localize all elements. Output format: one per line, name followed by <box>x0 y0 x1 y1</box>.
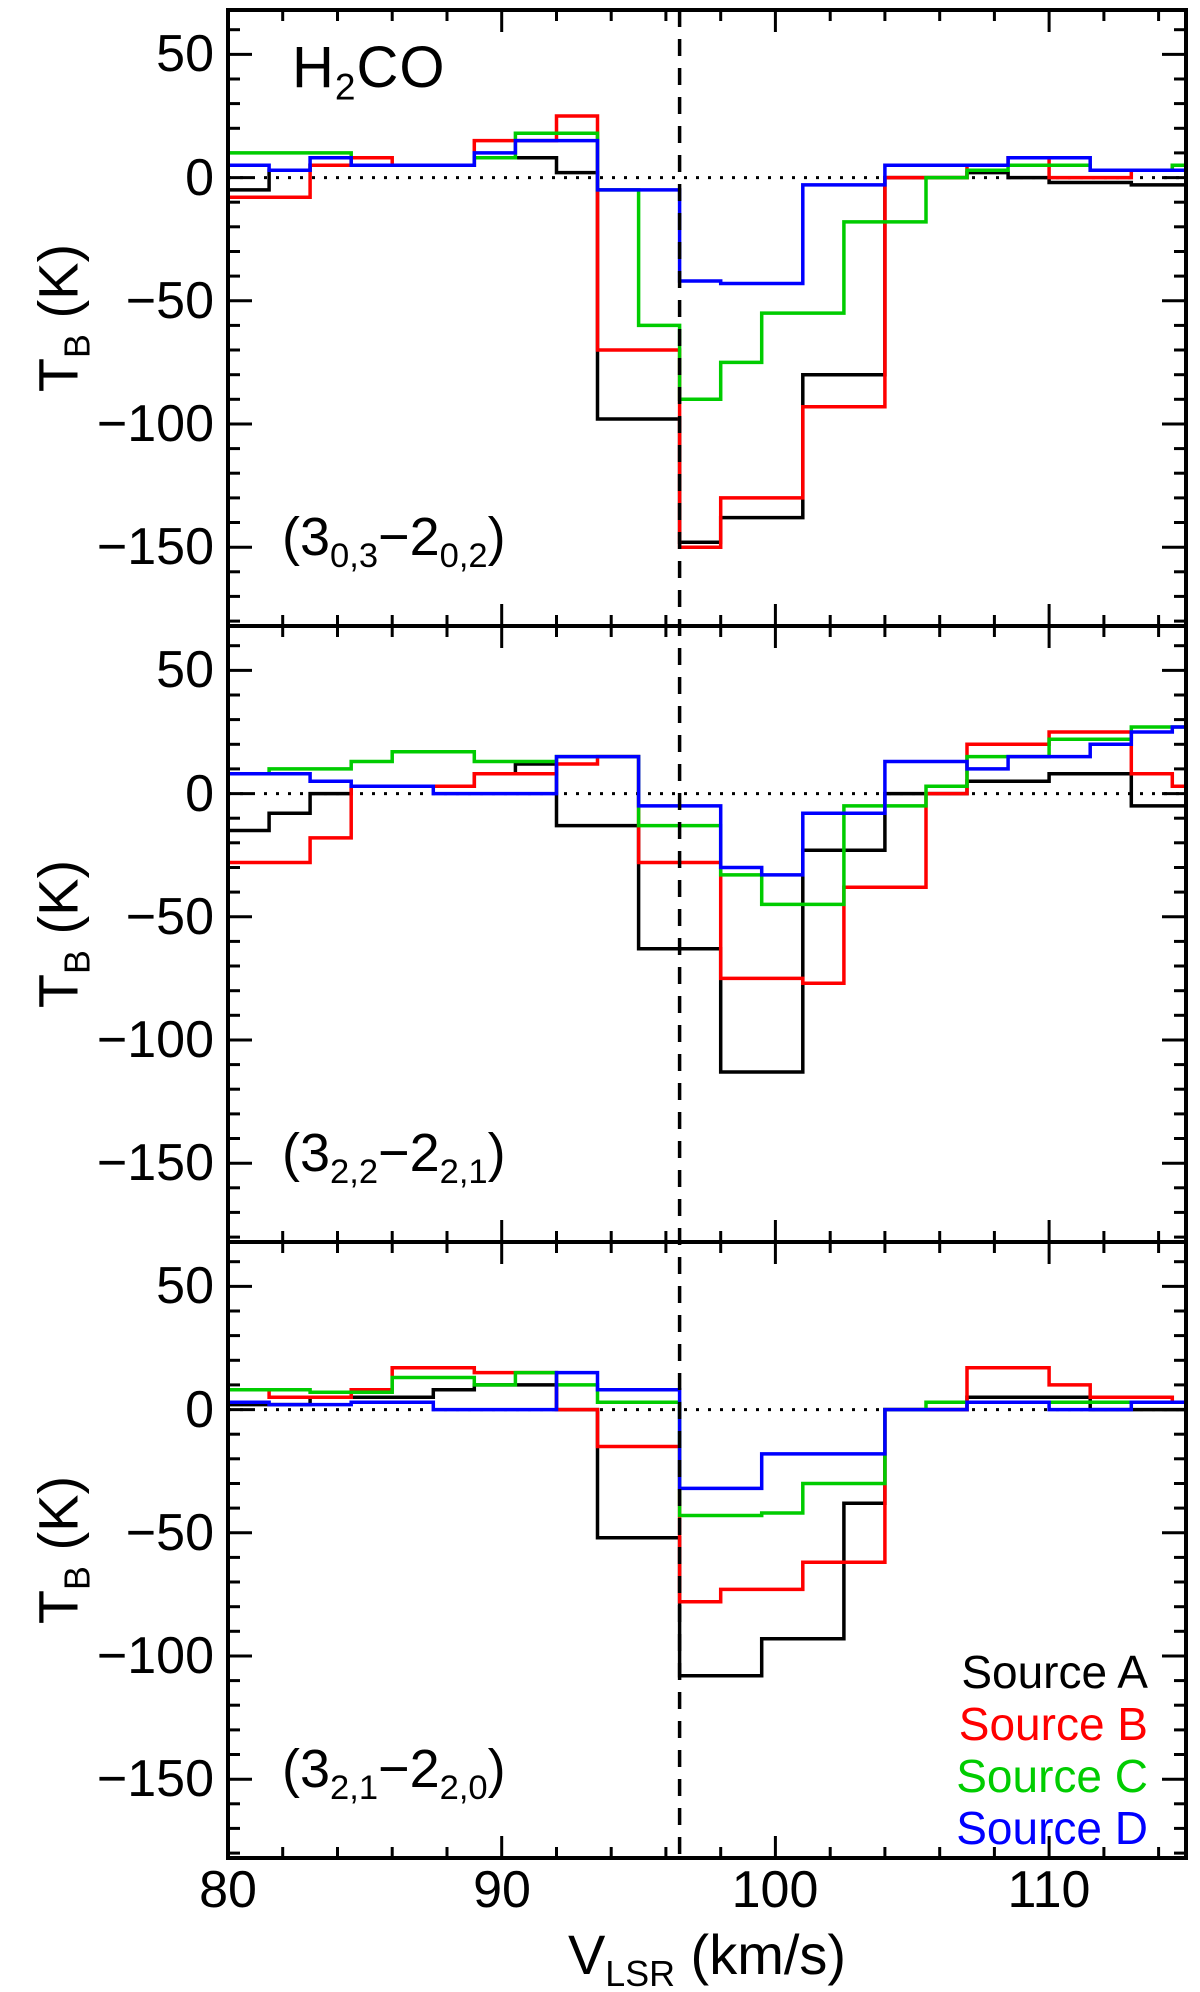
spectrum-source-a-panel-3 <box>228 1383 1186 1678</box>
y-title-sub: B <box>57 1566 98 1590</box>
spectrum-source-d-panel-3 <box>228 1370 1186 1491</box>
y-title-pre: T <box>26 1589 90 1625</box>
transition-text: (3 <box>282 507 331 567</box>
y-title-sub: B <box>57 950 98 974</box>
transition-sub: 0,3 <box>330 536 379 575</box>
x-tick-label: 110 <box>1007 1861 1091 1919</box>
y-tick-label: −50 <box>125 1504 214 1562</box>
x-tick-label: 100 <box>731 1861 819 1919</box>
molecule-title-post: CO <box>356 35 446 100</box>
transition-text: ) <box>487 1123 506 1183</box>
y-tick-label: 0 <box>185 765 214 823</box>
spectrum-source-b-panel-1 <box>228 114 1186 549</box>
y-tick-label: −100 <box>96 1627 214 1685</box>
spectrum-source-d-panel-1 <box>228 138 1186 286</box>
legend-item-d: Source D <box>956 1802 1148 1854</box>
transition-label-panel-3: (32,1−22,0) <box>282 1738 506 1805</box>
y-tick-label: −50 <box>125 888 214 946</box>
transition-sub: 2,1 <box>439 1152 488 1191</box>
transition-text: (3 <box>282 1739 331 1799</box>
y-tick-label: −150 <box>96 1750 214 1808</box>
x-tick-label: 90 <box>473 1861 531 1919</box>
y-tick-label: 0 <box>185 149 214 207</box>
transition-sub: 2,1 <box>330 1768 379 1807</box>
legend-item-a: Source A <box>961 1646 1148 1698</box>
spectrum-source-c-panel-3 <box>228 1370 1186 1518</box>
legend-item-c: Source C <box>956 1750 1148 1802</box>
legend-item-b: Source B <box>958 1698 1148 1750</box>
molecule-title: H2CO <box>292 34 446 105</box>
x-tick-label: 80 <box>199 1861 257 1919</box>
series-group-panel-3 <box>228 1365 1186 1678</box>
y-tick-label: 0 <box>185 1381 214 1439</box>
y-tick-label: 50 <box>156 1257 214 1315</box>
spectrum-source-b-panel-2 <box>228 730 1186 986</box>
transition-text: −2 <box>378 1739 440 1799</box>
transition-text: ) <box>487 507 506 567</box>
y-title-sub: B <box>57 334 98 358</box>
molecule-title-pre: H <box>292 35 335 100</box>
transition-text: −2 <box>378 507 440 567</box>
transition-label-panel-2: (32,2−22,1) <box>282 1122 506 1189</box>
spectrum-source-c-panel-2 <box>228 725 1186 907</box>
transition-text: (3 <box>282 1123 331 1183</box>
transition-sub: 2,0 <box>439 1768 488 1807</box>
y-tick-label: 50 <box>156 641 214 699</box>
series-group-panel-2 <box>228 725 1186 1074</box>
y-tick-label: −100 <box>96 1011 214 1069</box>
panel-border-3 <box>226 1240 1188 1860</box>
x-title-post: (km/s) <box>675 1923 847 1986</box>
molecule-title-sub: 2 <box>334 65 357 108</box>
y-tick-label: −150 <box>96 1134 214 1192</box>
x-axis-title: VLSR (km/s) <box>228 1922 1186 1992</box>
transition-label-panel-1: (30,3−20,2) <box>282 506 506 573</box>
y-title-pre: T <box>26 973 90 1009</box>
spectrum-source-a-panel-1 <box>228 156 1186 544</box>
transition-text: ) <box>487 1739 506 1799</box>
spectrum-source-a-panel-2 <box>228 762 1186 1074</box>
x-title-pre: V <box>567 1923 606 1986</box>
y-tick-label: −100 <box>96 395 214 453</box>
transition-sub: 0,2 <box>439 536 488 575</box>
y-tick-label: 50 <box>156 25 214 83</box>
spectrum-source-c-panel-1 <box>228 131 1186 402</box>
x-title-sub: LSR <box>605 1954 675 1992</box>
spectrum-source-d-panel-2 <box>228 725 1186 877</box>
y-tick-label: −50 <box>125 272 214 330</box>
transition-sub: 2,2 <box>330 1152 379 1191</box>
series-group-panel-1 <box>228 114 1186 549</box>
y-tick-label: −150 <box>96 518 214 576</box>
y-title-pre: T <box>26 357 90 393</box>
transition-text: −2 <box>378 1123 440 1183</box>
